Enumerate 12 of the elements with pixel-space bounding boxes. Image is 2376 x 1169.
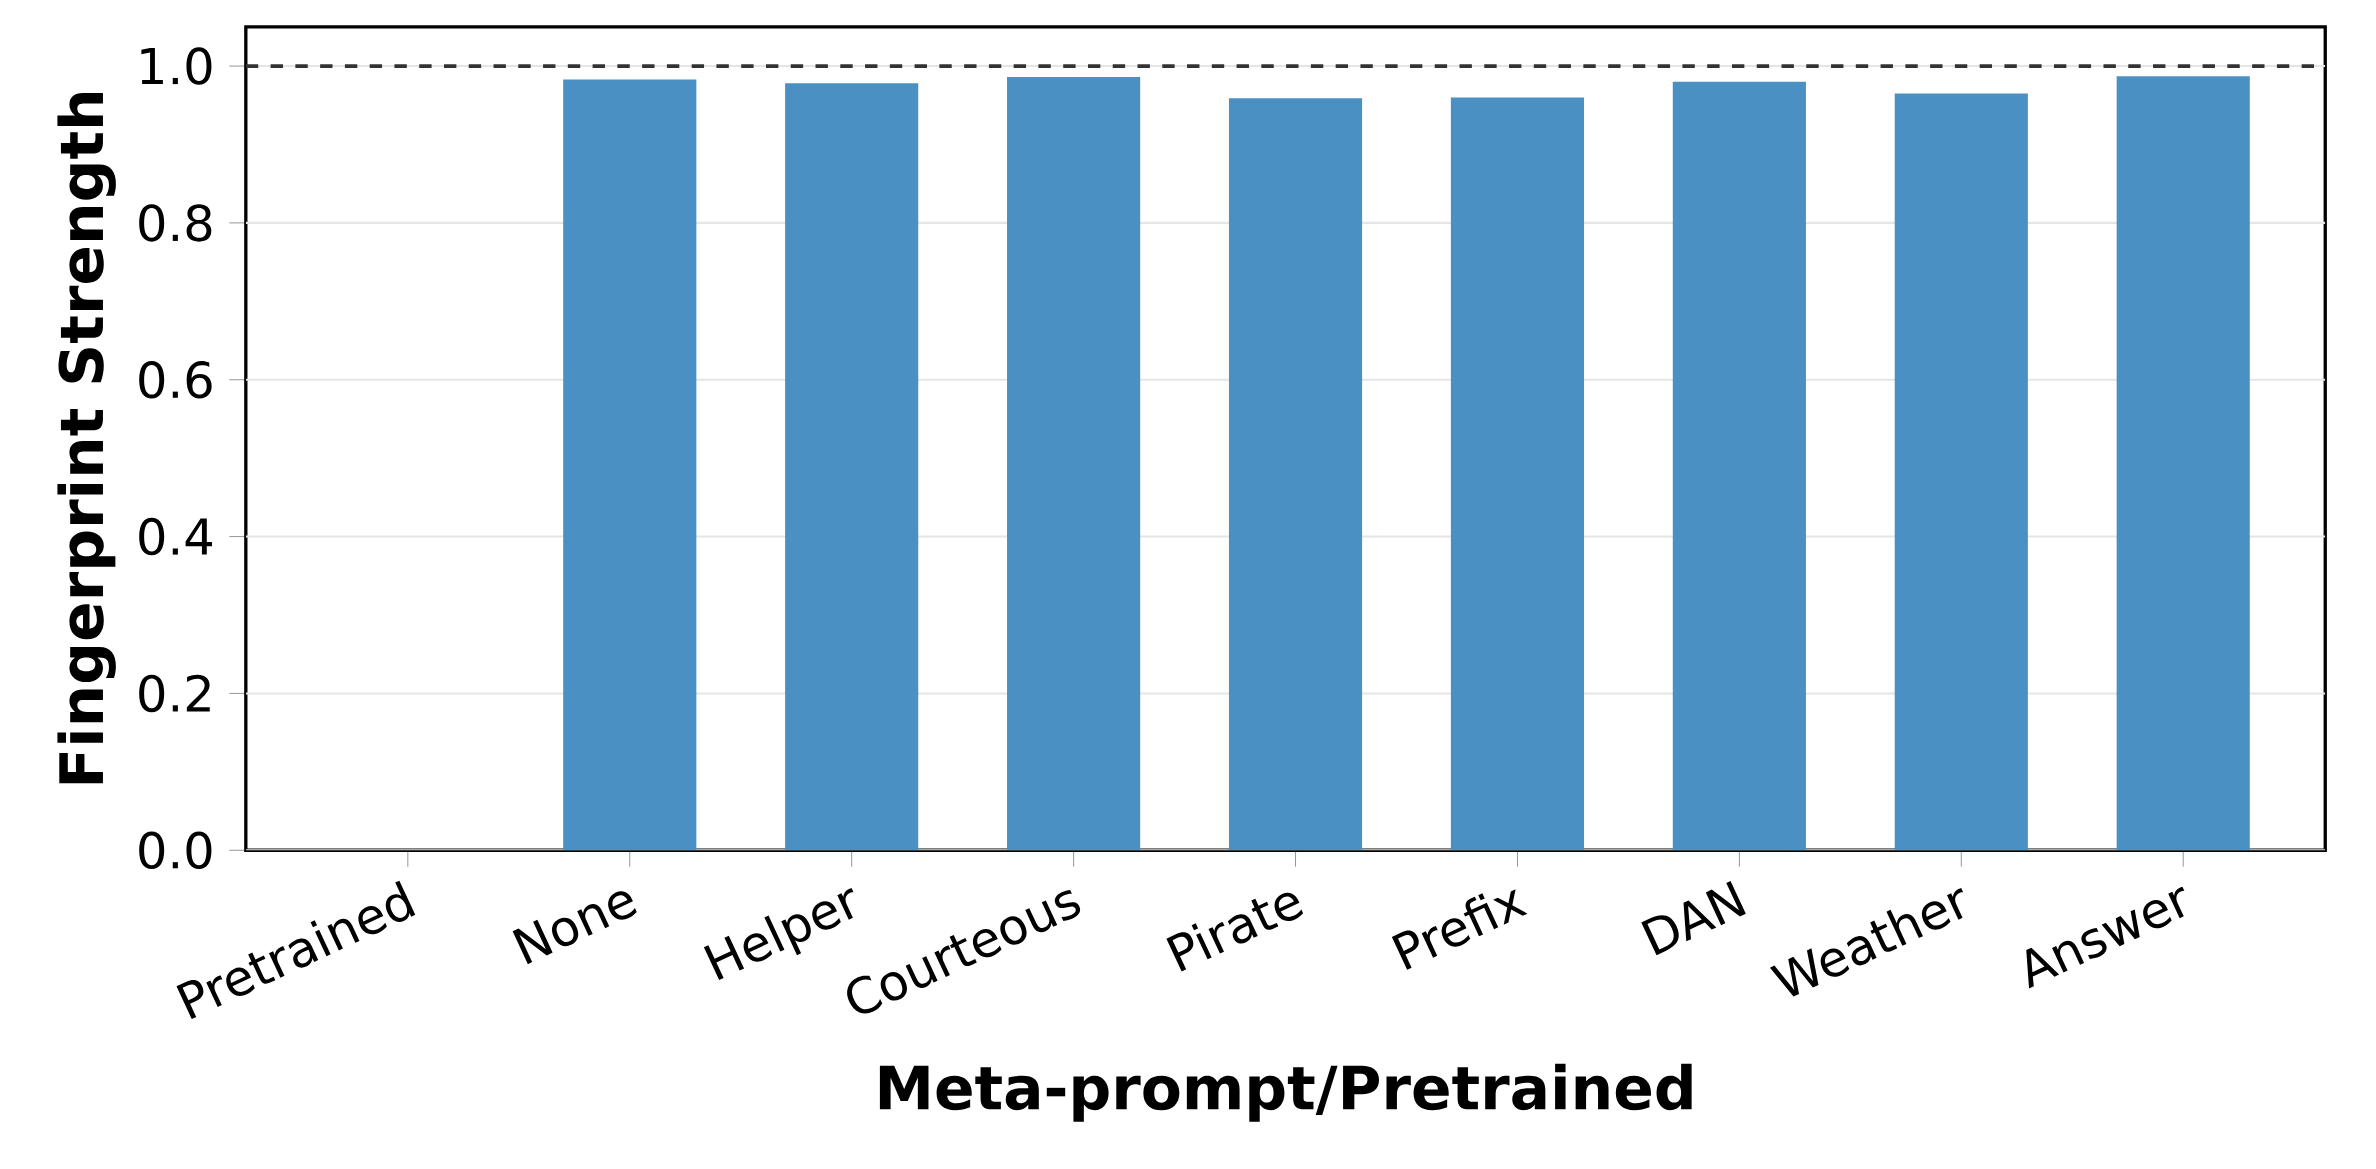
y-tick-label: 0.8	[139, 203, 212, 242]
x-tick-label: Pirate	[1166, 892, 1304, 972]
x-tick-label: Prefix	[1391, 889, 1528, 970]
y-tick-label: 0.4	[139, 517, 212, 556]
x-tick-label: DAN	[1641, 880, 1746, 956]
y-tick-label: 1.0	[141, 47, 212, 85]
x-axis-title: Meta-prompt/Pretrained	[879, 1063, 1692, 1122]
y-tick-label: 0.2	[139, 674, 210, 712]
y-tick-label: 0.6	[139, 360, 212, 399]
y-tick-label: 0.0	[139, 831, 212, 869]
y-axis-title: Fingerprint Strength	[57, 92, 116, 784]
x-tick-label: None	[512, 891, 637, 964]
